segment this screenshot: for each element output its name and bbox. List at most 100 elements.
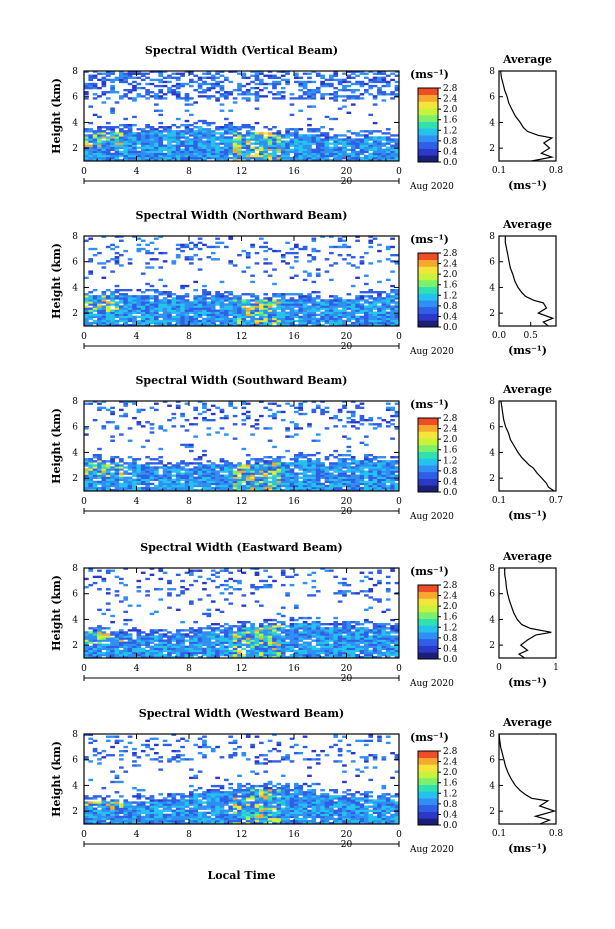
- heatmap-cell: [355, 301, 360, 304]
- heatmap-cell: [390, 307, 395, 310]
- heatmap-cell: [311, 249, 317, 253]
- heatmap-cell: [329, 303, 334, 306]
- heatmap-cell: [219, 309, 225, 312]
- heatmap-cell: [105, 144, 111, 147]
- heatmap-cell: [307, 309, 312, 312]
- heatmap-cell: [123, 633, 129, 636]
- heatmap-cell: [267, 128, 273, 131]
- heatmap-cell: [320, 235, 325, 238]
- heatmap-cell: [197, 569, 203, 572]
- heatmap-cell: [197, 456, 203, 459]
- heatmap-cell: [285, 449, 290, 453]
- heatmap-cell: [276, 468, 282, 471]
- heatmap-cell: [241, 478, 247, 482]
- heatmap-cell: [276, 323, 282, 327]
- heatmap-cell: [114, 427, 120, 430]
- heatmap-cell: [315, 146, 321, 149]
- heatmap-cell: [158, 655, 164, 659]
- heatmap-cell: [259, 154, 264, 158]
- heatmap-cell: [355, 482, 360, 486]
- heatmap-cell: [140, 297, 146, 300]
- heatmap-cell: [215, 138, 220, 141]
- heatmap-cell: [210, 641, 216, 644]
- heatmap-cell: [307, 150, 312, 154]
- heatmap-cell: [97, 309, 102, 312]
- heatmap-cell: [372, 156, 378, 160]
- heatmap-cell: [206, 655, 212, 659]
- heatmap-cell: [92, 313, 98, 317]
- heatmap-cell: [342, 488, 347, 492]
- heatmap-cell: [145, 476, 150, 479]
- heatmap-cell: [88, 653, 94, 657]
- heatmap-cell: [175, 468, 181, 471]
- heatmap-cell: [263, 486, 269, 490]
- heatmap-cell: [145, 154, 150, 158]
- heatmap-cell: [92, 288, 98, 292]
- heatmap-cell: [245, 484, 251, 488]
- heatmap-cell: [136, 478, 142, 482]
- heatmap-cell: [180, 154, 185, 158]
- heatmap-cell: [368, 460, 374, 463]
- heatmap-cell: [145, 152, 150, 156]
- heatmap-cell: [97, 651, 102, 655]
- heatmap-cell: [302, 456, 308, 459]
- heatmap-cell: [320, 144, 325, 147]
- heatmap-cell: [232, 480, 238, 484]
- heatmap-cell: [333, 146, 339, 149]
- heatmap-cell: [132, 484, 137, 488]
- heatmap-cell: [140, 468, 146, 471]
- heatmap-cell: [127, 82, 133, 86]
- heatmap-cell: [355, 404, 360, 407]
- heatmap-cell: [215, 639, 220, 642]
- heatmap-cell: [167, 315, 172, 319]
- heatmap-cell: [289, 476, 295, 479]
- heatmap-cell: [215, 309, 220, 312]
- heatmap-cell: [372, 291, 378, 294]
- heatmap-cell: [272, 154, 277, 158]
- heatmap-cell: [219, 643, 225, 646]
- heatmap-cell: [364, 453, 369, 457]
- heatmap-cell: [307, 293, 312, 296]
- heatmap-cell: [180, 484, 185, 488]
- heatmap-cell: [342, 460, 347, 463]
- heatmap-cell: [219, 631, 225, 634]
- heatmap-cell: [298, 301, 304, 304]
- panel-title: Spectral Width (Northward Beam): [136, 209, 348, 222]
- heatmap-cell: [145, 577, 150, 581]
- heatmap-cell: [105, 309, 111, 312]
- heatmap-cell: [127, 140, 133, 143]
- heatmap-cell: [189, 423, 194, 426]
- heatmap-cell: [368, 453, 374, 457]
- heatmap-cell: [132, 72, 137, 75]
- heatmap-cell: [184, 470, 190, 473]
- heatmap-cell: [368, 130, 374, 133]
- x-tick-label: 20: [341, 497, 353, 507]
- heatmap-cell: [184, 97, 190, 100]
- heatmap-cell: [364, 295, 369, 298]
- heatmap-cell: [92, 627, 98, 630]
- heatmap-cell: [311, 80, 317, 84]
- heatmap-cell: [88, 458, 94, 461]
- heatmap-cell: [105, 146, 111, 149]
- heatmap-cell: [237, 146, 242, 149]
- heatmap-cell: [154, 647, 159, 651]
- heatmap-cell: [210, 627, 216, 630]
- heatmap-cell: [101, 309, 107, 312]
- heatmap-cell: [245, 488, 251, 492]
- heatmap-cell: [105, 78, 111, 82]
- heatmap-cell: [245, 158, 251, 162]
- colorbar-tick-label: 2.4: [443, 425, 458, 435]
- heatmap-cell: [149, 406, 155, 410]
- heatmap-cell: [324, 156, 330, 160]
- heatmap-cell: [381, 297, 387, 300]
- heatmap-cell: [390, 254, 395, 257]
- heatmap-cell: [320, 311, 325, 314]
- heatmap-cell: [97, 482, 102, 486]
- heatmap-cell: [162, 70, 168, 73]
- heatmap-cell: [368, 301, 374, 304]
- heatmap-cell: [88, 480, 94, 484]
- heatmap-cell: [232, 89, 238, 92]
- heatmap-cell: [254, 82, 260, 86]
- heatmap-cell: [189, 488, 194, 492]
- heatmap-cell: [241, 152, 247, 156]
